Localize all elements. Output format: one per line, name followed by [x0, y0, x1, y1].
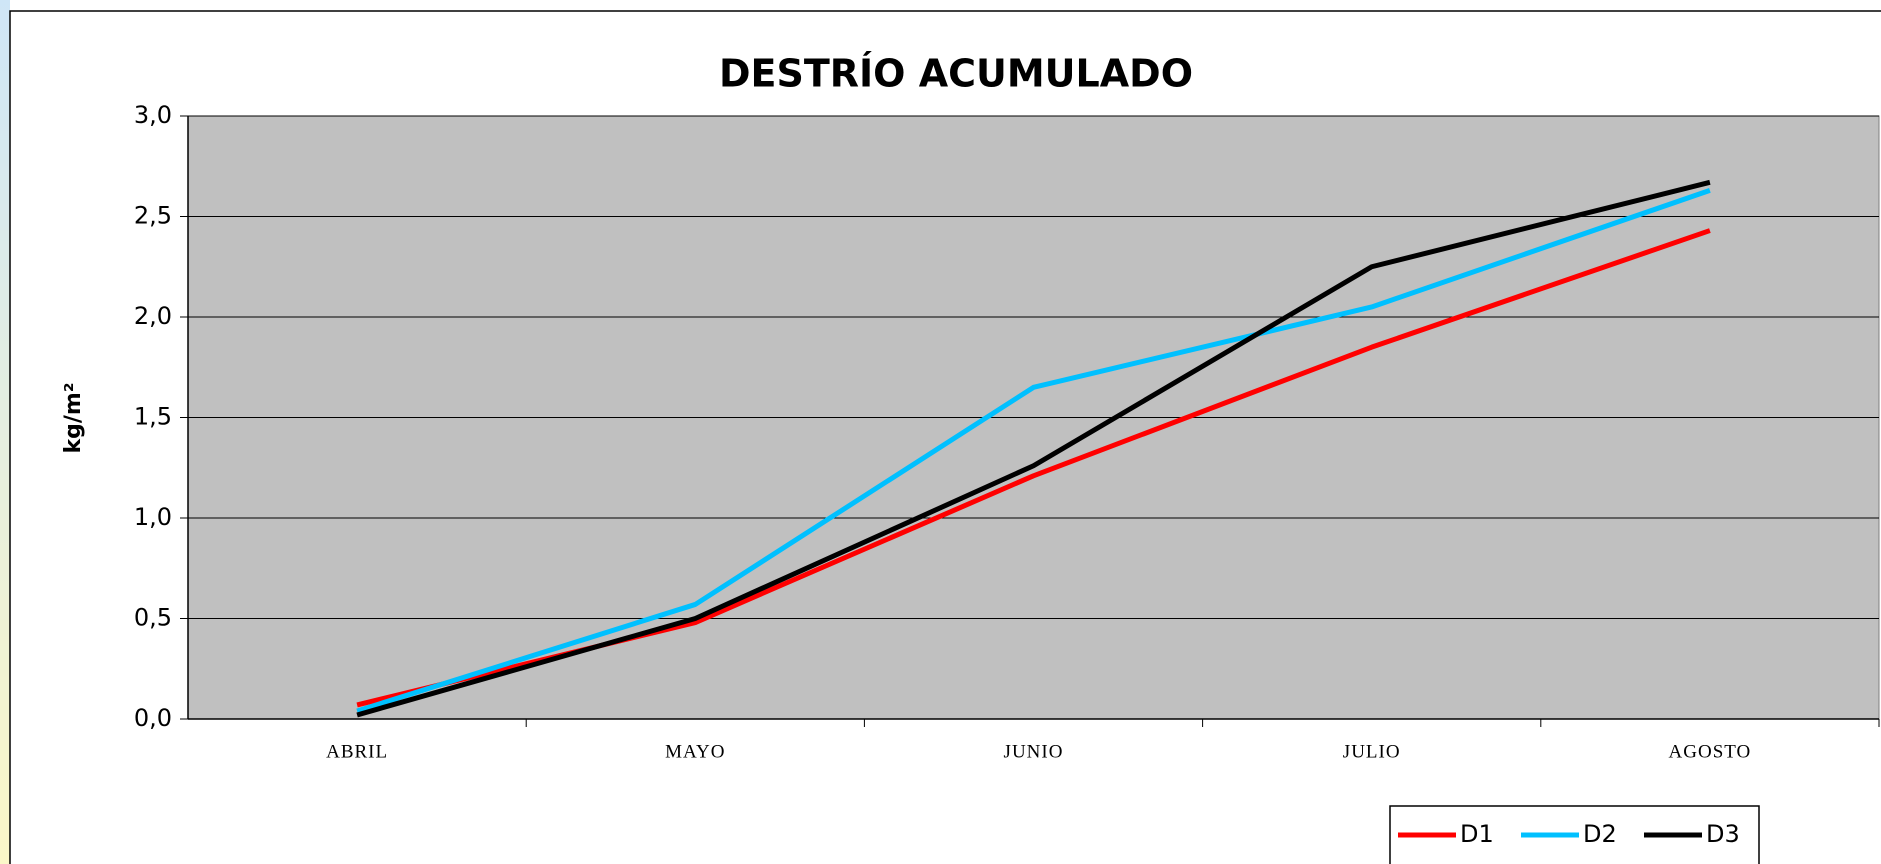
x-tick-label: MAYO: [665, 741, 725, 762]
x-tick-label: ABRIL: [326, 741, 388, 762]
y-tick-label: 2,5: [134, 202, 172, 230]
legend-label: D1: [1460, 820, 1494, 848]
y-tick-label: 0,0: [134, 704, 172, 732]
series-line: [356, 188, 1711, 714]
x-tick-label: AGOSTO: [1669, 741, 1752, 762]
legend-label: D3: [1706, 820, 1740, 848]
x-tick-label: JUNIO: [1004, 741, 1064, 762]
series-line: [356, 179, 1711, 718]
legend-label: D2: [1583, 820, 1617, 848]
y-axis-label: kg/m²: [61, 383, 86, 454]
y-tick-label: 0,5: [134, 604, 172, 632]
y-tick-label: 3,0: [134, 101, 172, 129]
chart-title: DESTRÍO ACUMULADO: [719, 52, 1193, 96]
y-tick-label: 1,5: [134, 403, 172, 431]
edge-strip: [0, 0, 10, 864]
x-tick-label: JULIO: [1343, 741, 1401, 762]
y-tick-label: 2,0: [134, 302, 172, 330]
y-tick-label: 1,0: [134, 503, 172, 531]
